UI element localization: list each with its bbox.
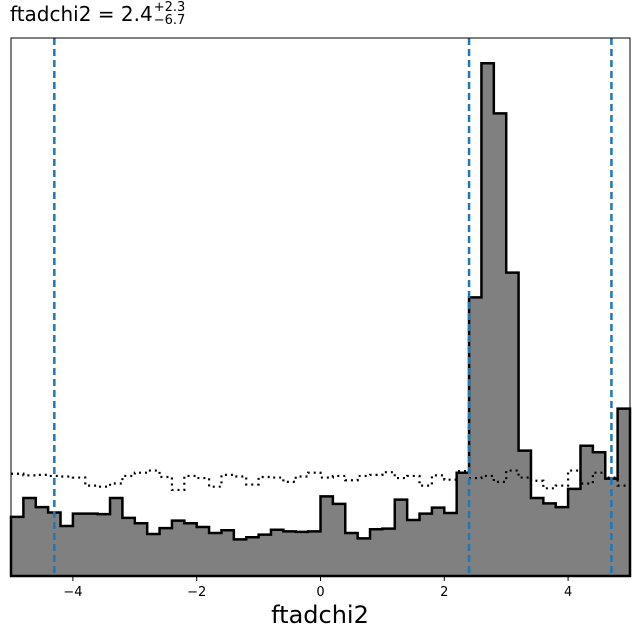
x-tick-label: −4 [63, 585, 82, 600]
filled-histogram [9, 62, 632, 578]
dotted-histogram [11, 469, 630, 492]
title-value: 2.4 [120, 2, 153, 26]
vertical-dashed-lines [53, 38, 613, 576]
x-tick-label: 0 [316, 585, 324, 600]
title-prefix: ftadchi2 = [10, 2, 121, 26]
title-upper-error: +2.3 [153, 0, 186, 15]
chart-title: ftadchi2 = 2.4 +2.3 −6.7 [10, 1, 185, 27]
x-tick-label: 4 [564, 585, 572, 600]
filled-histogram-area [9, 62, 632, 578]
x-axis-ticks: −4 −2 0 2 4 [63, 576, 572, 600]
title-lower-error: −6.7 [153, 13, 186, 28]
x-axis-label: ftadchi2 [271, 601, 369, 629]
x-tick-label: 2 [440, 585, 448, 600]
dotted-histogram-line [11, 469, 630, 492]
x-tick-label: −2 [187, 585, 206, 600]
